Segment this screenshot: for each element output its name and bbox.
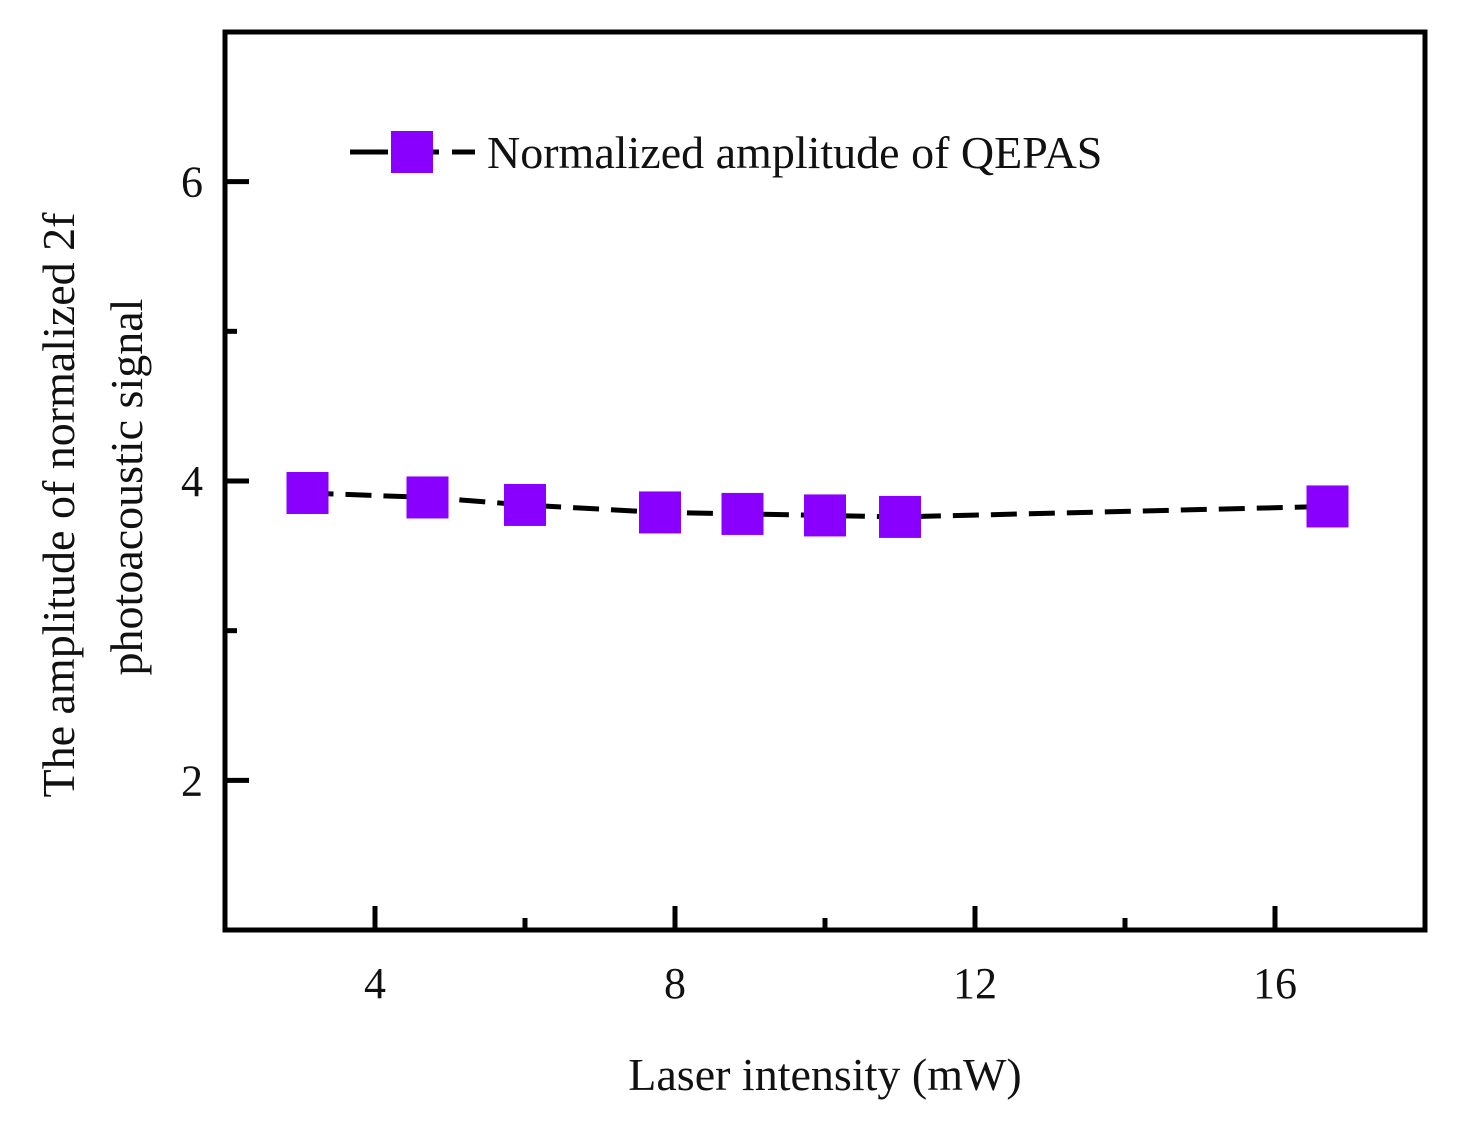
y-tick-label: 6	[181, 158, 203, 207]
y-tick-label: 4	[181, 457, 203, 506]
data-point	[879, 495, 921, 538]
data-point	[286, 471, 329, 514]
data-point	[639, 491, 681, 534]
data-point	[804, 494, 846, 537]
y-axis-title-line2: photoacoustic signal	[101, 299, 152, 676]
data-point	[504, 483, 546, 526]
y-tick-label: 2	[181, 756, 203, 805]
legend: Normalized amplitude of QEPAS	[350, 127, 1102, 178]
data-point	[406, 476, 449, 519]
y-axis-title-line1: The amplitude of normalized 2f	[33, 212, 84, 798]
x-tick-label: 12	[953, 959, 997, 1008]
legend-label: Normalized amplitude of QEPAS	[487, 127, 1102, 178]
axes: 4 8 12 16 2 4 6	[181, 29, 1428, 1008]
x-tick-label: 4	[364, 959, 386, 1008]
plot-area	[286, 471, 1349, 538]
x-axis-title: Laser intensity (mW)	[628, 1049, 1021, 1100]
data-point	[1306, 485, 1349, 528]
x-tick-label: 16	[1253, 959, 1297, 1008]
legend-marker	[391, 131, 433, 173]
x-tick-label: 8	[664, 959, 686, 1008]
data-point	[721, 492, 764, 535]
